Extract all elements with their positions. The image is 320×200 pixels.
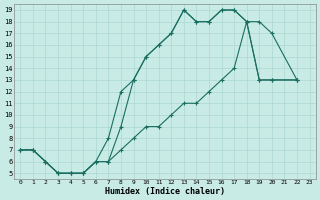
X-axis label: Humidex (Indice chaleur): Humidex (Indice chaleur) bbox=[105, 187, 225, 196]
